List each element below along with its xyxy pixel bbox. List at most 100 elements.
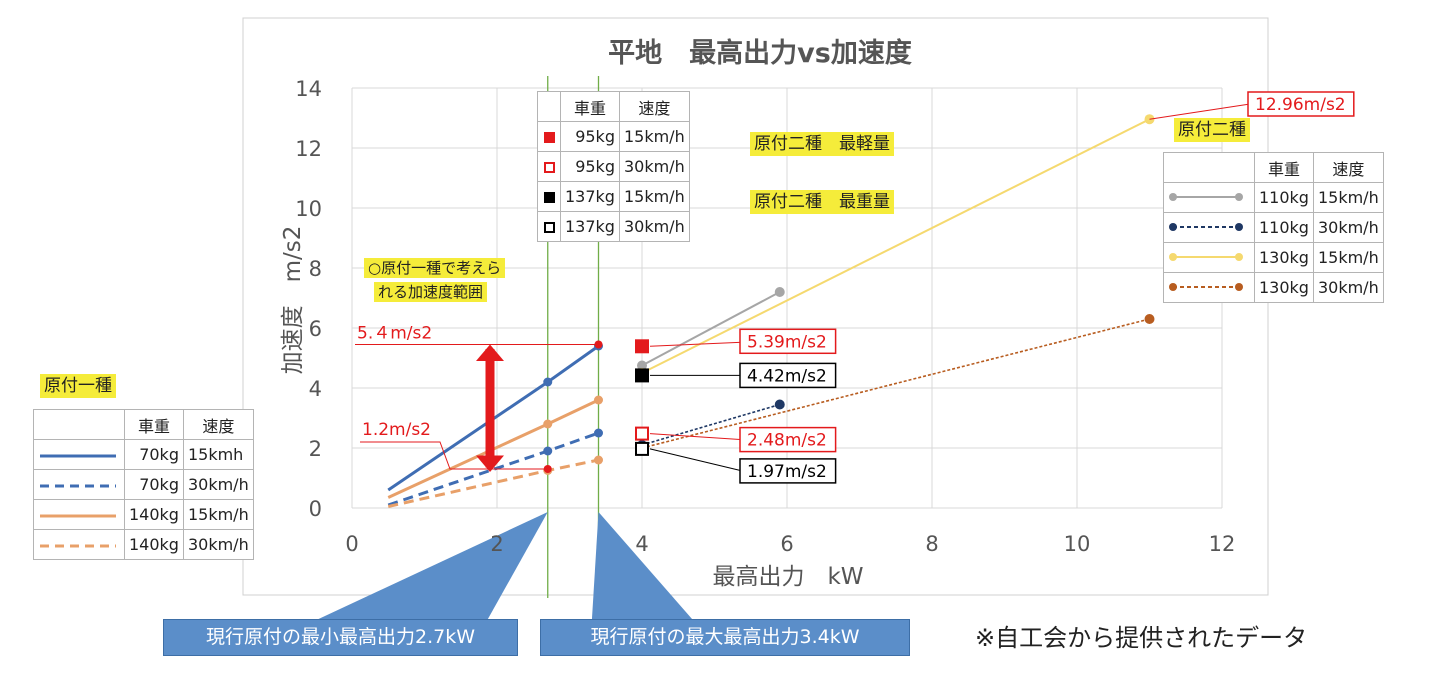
range-label-2: れる加速度範囲 [374,282,488,302]
y-tick-label: 12 [295,137,322,161]
legend-speed: 30km/h [1312,212,1384,243]
x-tick-label: 4 [635,532,648,556]
legend-weight: 110kg [1254,212,1314,243]
data-marker-square [635,441,649,456]
series-point [543,446,553,456]
data-marker-square [635,368,649,383]
series-point [543,419,553,429]
legend-speed: 15km/h [182,499,254,530]
chart-title: 平地 最高出力vs加速度 [608,37,912,69]
legend-weight: 95kg [560,121,620,152]
legend-gentsuki1: 車重 速度 70kg 15kmh 70kg 30km/h 140kg 15km/… [33,409,254,560]
legend-weight: 130kg [1254,272,1314,303]
y-tick-label: 14 [295,77,322,101]
v539-label: 5.39m/s2 [747,332,827,352]
v197-label: 1.97m/s2 [747,462,827,482]
legend-header-speed: 速度 [1312,152,1384,183]
reference-lines [250,76,720,651]
legend-header-weight: 車重 [124,409,184,440]
legend-weight: 110kg [1254,182,1314,213]
black-filled-square-icon [543,192,555,203]
legend-markers: 車重 速度 95kg 15km/h 95kg 30km/h 137kg 15km… [537,91,690,242]
legend-weight: 95kg [560,151,620,182]
legend-header-speed: 速度 [618,91,690,122]
data-marker-dot [543,465,552,473]
callout-max-pointer [590,512,720,651]
legend-speed: 15km/h [1312,182,1384,213]
red-filled-square-icon [543,132,555,143]
series-point [594,428,603,438]
y-tick-label: 0 [309,497,322,521]
legend-speed: 30km/h [618,211,690,242]
y-tick-label: 8 [309,257,322,281]
legend-speed: 30km/h [182,529,254,560]
label-lightest: 原付二種 最軽量 [750,132,894,156]
legend-header-weight: 車重 [560,91,620,122]
legend-weight: 137kg [560,181,620,212]
v248-label-box [739,426,837,453]
legend-speed: 30km/h [618,151,690,182]
callout-max-power: 現行原付の最大最高出力3.4kW [540,619,910,656]
label-heaviest: 原付二種 最重量 [750,190,894,214]
data-marker-square [635,426,649,441]
v248-label: 2.48m/s2 [747,431,827,451]
tick-labels: 0 2 4 6 8 10 12 14 0 2 4 6 8 10 12 [295,77,1235,556]
series-point [774,399,785,410]
callout-min-pointer [250,512,548,651]
legend-speed: 30km/h [182,469,254,500]
legend-header-weight: 車重 [1254,152,1314,183]
orange-line-swatch-icon [40,514,116,518]
v197-leader [649,448,743,472]
legend-weight: 70kg [124,469,184,500]
series-point [543,377,553,387]
x-tick-label: 8 [925,532,938,556]
x-tick-label: 10 [1064,532,1091,556]
brown-dotted-line-swatch-icon [1169,283,1243,291]
v197-label-box [739,458,837,484]
x-tick-label: 2 [490,532,503,556]
chart-frame [242,17,1269,596]
legend-weight: 137kg [560,211,620,242]
legend-weight: 130kg [1254,242,1314,273]
blue-dashed-line-swatch-icon [40,484,116,488]
peak-label-box [1247,91,1355,117]
footnote: ※自工会から提供されたデータ [975,624,1308,652]
legend-weight: 70kg [124,439,184,470]
legend-header-speed: 速度 [182,409,254,440]
callout-min-power: 現行原付の最小最高出力2.7kW [163,619,518,656]
legend-weight: 140kg [124,529,184,560]
red-hollow-square-icon [543,162,555,173]
x-tick-label: 0 [345,532,358,556]
blue-line-swatch-icon [40,454,116,458]
y-tick-label: 6 [309,317,322,341]
range-label-1: ○原付一種で考えら [364,258,506,278]
markers-layer [543,339,649,473]
peak-label: 12.96m/s2 [1255,95,1346,115]
series-point [594,395,603,405]
black-hollow-square-icon [543,222,555,233]
y-tick-label: 4 [309,377,322,401]
x-tick-label: 6 [780,532,793,556]
series-point [594,455,603,465]
series-point [637,360,647,371]
annotations-layer: 5.４m/s2 1.2m/s2 12.96m/s2 5.39m/s2 4.42m/s2 2… [355,91,1355,484]
legend-speed: 15km/h [618,121,690,152]
legend-speed: 15km/h [618,181,690,212]
y-tick-label: 2 [309,437,322,461]
navy-dotted-line-swatch-icon [1169,223,1243,231]
series-point [774,287,785,297]
series-line [641,318,1150,449]
legend-speed: 15kmh [182,439,254,470]
legend-weight: 140kg [124,499,184,530]
v442-label: 4.42m/s2 [747,366,827,386]
v442-label-box [739,362,837,389]
range-bottom-label: 1.2m/s2 [362,420,431,440]
range-top-label: 5.４m/s2 [357,324,432,344]
series-line [641,118,1150,374]
data-marker-dot [594,340,603,349]
legend-gentsuki2: 車重 速度 110kg 15km/h 110kg 30km/h 130kg 15… [1163,152,1384,303]
legend-gentsuki1-title: 原付一種 [40,374,116,398]
y-tick-label: 10 [295,197,322,221]
data-marker-square [635,339,649,354]
